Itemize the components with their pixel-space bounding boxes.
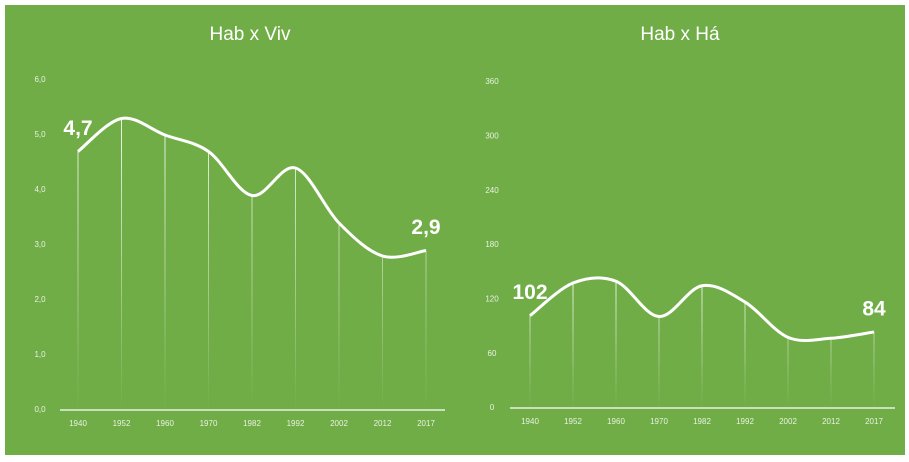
- x-tick-label: 1982: [243, 419, 261, 428]
- x-tick-label: 2002: [330, 419, 348, 428]
- x-tick-label: 1952: [564, 417, 582, 426]
- x-tick-label: 2012: [374, 419, 392, 428]
- x-tick-label: 2002: [779, 417, 797, 426]
- x-tick-label: 2012: [822, 417, 840, 426]
- y-tick-label: 60: [488, 349, 497, 358]
- x-tick-label: 1940: [69, 419, 87, 428]
- x-tick-label: 1952: [113, 419, 131, 428]
- chart-title: Hab x Há: [640, 24, 720, 45]
- y-tick-label: 5,0: [34, 130, 46, 139]
- y-tick-label: 120: [485, 294, 499, 303]
- y-tick-label: 240: [485, 186, 499, 195]
- x-tick-label: 1970: [650, 417, 668, 426]
- data-label: 102: [512, 281, 547, 304]
- y-tick-label: 2,0: [34, 295, 46, 304]
- y-tick-label: 0,0: [34, 405, 46, 414]
- panel: [5, 5, 905, 455]
- data-label: 4,7: [63, 117, 92, 140]
- y-tick-label: 3,0: [34, 240, 46, 249]
- y-tick-label: 0: [490, 403, 495, 412]
- chart-title: Hab x Viv: [210, 24, 291, 45]
- y-tick-label: 4,0: [34, 185, 46, 194]
- y-tick-label: 300: [485, 131, 499, 140]
- y-tick-label: 180: [485, 240, 499, 249]
- y-tick-label: 360: [485, 77, 499, 86]
- x-tick-label: 1970: [200, 419, 218, 428]
- data-label: 84: [862, 297, 886, 320]
- x-tick-label: 1960: [156, 419, 174, 428]
- line: [529, 276, 875, 343]
- y-tick-label: 6,0: [34, 75, 46, 84]
- x-tick-label: 2017: [865, 417, 883, 426]
- data-label: 2,9: [411, 216, 440, 239]
- x-tick-label: 2017: [417, 419, 435, 428]
- x-tick-label: 1992: [736, 417, 754, 426]
- x-tick-label: 1992: [287, 419, 305, 428]
- y-tick-label: 1,0: [34, 350, 46, 359]
- x-tick-label: 1940: [521, 417, 539, 426]
- x-tick-label: 1960: [607, 417, 625, 426]
- line: [77, 116, 427, 259]
- x-tick-label: 1982: [693, 417, 711, 426]
